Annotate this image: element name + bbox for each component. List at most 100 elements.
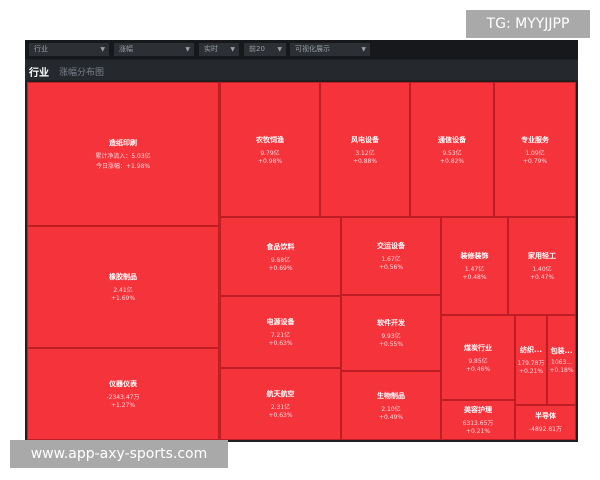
cell-name: 专业服务	[521, 135, 549, 144]
cell-name: 家用轻工	[528, 252, 556, 260]
cell-name: 生物制品	[377, 391, 405, 400]
treemap-cell[interactable]: 煤炭行业 9.85亿 +0.46%	[441, 315, 515, 400]
chevron-down-icon: ▼	[361, 46, 366, 53]
treemap-cell[interactable]: 纺织... 179.78万 +0.21%	[515, 315, 547, 405]
cell-change: +0.48%	[462, 274, 487, 281]
treemap-cell[interactable]: 橡胶制品 2.41亿 +1.69%	[27, 226, 219, 348]
chevron-down-icon: ▼	[185, 46, 190, 53]
select-value: 前20	[249, 45, 265, 53]
cell-change: +0.21%	[518, 368, 544, 375]
tab-distribution[interactable]: 涨幅分布图	[59, 68, 105, 78]
tab-bar: 行业 涨幅分布图	[25, 60, 578, 80]
cell-change: 今日涨幅：+1.98%	[95, 163, 151, 170]
toolbar: 行业 ▼ 涨幅 ▼ 实时 ▼ 前20 ▼ 可视化展示 ▼	[25, 40, 578, 59]
select-value: 实时	[204, 45, 218, 53]
cell-change: +0.98%	[257, 157, 283, 165]
cell-name: 软件开发	[377, 319, 405, 327]
watermark-top: TG: MYYJJPP	[466, 10, 590, 38]
cell-value: 2.31亿	[270, 404, 291, 411]
cell-value: 1.40亿	[532, 266, 552, 273]
cell-name: 煤炭行业	[464, 343, 492, 352]
cell-value: 2.41亿	[113, 287, 133, 294]
cell-name: 装修装饰	[460, 252, 489, 260]
treemap-cell[interactable]: 专业服务 1.09亿 +0.79%	[494, 82, 576, 217]
treemap-cell[interactable]: 通信设备 9.53亿 +0.82%	[410, 82, 494, 217]
view-select[interactable]: 可视化展示 ▼	[290, 43, 370, 56]
chevron-down-icon: ▼	[100, 46, 105, 53]
cell-change: +0.55%	[378, 341, 404, 348]
treemap-cell[interactable]: 软件开发 9.93亿 +0.55%	[341, 295, 441, 371]
cell-name: 通信设备	[438, 135, 466, 144]
treemap-cell[interactable]: 美容护理 6313.65万 +0.21%	[441, 400, 515, 440]
cell-name: 美容护理	[464, 406, 492, 414]
treemap-cell[interactable]: 造纸印刷累计净流入：5.03亿 今日涨幅：+1.98%	[27, 82, 219, 226]
category-select[interactable]: 行业 ▼	[29, 43, 109, 56]
cell-value: 9.88亿	[270, 256, 291, 264]
cell-change: +0.63%	[268, 412, 293, 419]
cell-change: +0.21%	[465, 428, 491, 435]
cell-change: +0.18%	[549, 367, 574, 374]
cell-change: +1.27%	[110, 402, 136, 409]
cell-value: 9.79亿	[260, 149, 280, 157]
cell-name: 农牧饲渔	[256, 135, 284, 144]
cell-value: -4892.81万	[529, 426, 562, 433]
cell-change: +0.56%	[378, 264, 404, 271]
cell-change: +0.49%	[378, 413, 404, 421]
cell-change: +0.47%	[529, 274, 555, 281]
cell-name: 航天航空	[266, 390, 295, 398]
cell-value: 1063...	[551, 359, 572, 366]
cell-value: -2343.47万	[106, 394, 140, 401]
cell-name: 食品饮料	[266, 242, 295, 251]
treemap-cell[interactable]: 装修装饰 1.47亿 +0.48%	[441, 217, 508, 315]
select-value: 行业	[34, 45, 48, 53]
treemap-cell[interactable]: 家用轻工 1.40亿 +0.47%	[508, 217, 576, 315]
tab-industry[interactable]: 行业	[29, 68, 49, 79]
cell-name: 半导体	[535, 412, 556, 420]
cell-value: 179.78万	[517, 360, 545, 367]
cell-value: 2.10亿	[381, 405, 401, 413]
treemap-cell[interactable]: 航天航空 2.31亿 +0.63%	[220, 368, 341, 440]
cell-change: +0.63%	[268, 340, 293, 347]
chevron-down-icon: ▼	[230, 46, 235, 53]
cell-name: 包装...	[550, 347, 573, 355]
period-select[interactable]: 实时 ▼	[199, 43, 239, 56]
cell-name: 纺织...	[520, 346, 542, 354]
treemap-cell[interactable]: 电源设备 7.21亿 +0.63%	[220, 296, 341, 368]
treemap: 造纸印刷累计净流入：5.03亿 今日涨幅：+1.98% 橡胶制品 2.41亿 +1.69…	[27, 82, 576, 440]
cell-name: 仪器仪表	[109, 380, 137, 388]
cell-change: +1.69%	[110, 295, 136, 302]
treemap-cell[interactable]: 食品饮料 9.88亿 +0.69%	[220, 217, 341, 296]
cell-name: 交运设备	[377, 242, 405, 250]
top-n-select[interactable]: 前20 ▼	[244, 43, 286, 56]
cell-value: 1.09亿	[525, 149, 545, 157]
sort-select[interactable]: 涨幅 ▼	[114, 43, 194, 56]
cell-name: 造纸印刷	[109, 139, 137, 147]
cell-value: 累计净流入：5.03亿	[95, 153, 151, 160]
cell-value: 7.21亿	[270, 332, 291, 339]
treemap-cell[interactable]: 仪器仪表 -2343.47万 +1.27%	[27, 348, 219, 440]
cell-value: 9.85亿	[468, 357, 488, 365]
cell-change: +0.88%	[352, 157, 378, 165]
cell-value: 6313.65万	[462, 420, 494, 427]
cell-value: 1.67亿	[381, 256, 401, 263]
cell-change: +0.79%	[522, 157, 548, 165]
chevron-down-icon: ▼	[277, 46, 282, 53]
cell-value: 9.93亿	[381, 333, 401, 340]
cell-value: 9.53亿	[442, 149, 462, 157]
select-value: 涨幅	[119, 45, 133, 53]
watermark-bottom: www.app-axy-sports.com	[10, 440, 228, 468]
treemap-cell[interactable]: 农牧饲渔 9.79亿 +0.98%	[220, 82, 320, 217]
cell-name: 电源设备	[266, 318, 295, 326]
cell-change: +0.69%	[268, 264, 293, 272]
cell-change: +0.82%	[439, 157, 465, 165]
treemap-cell[interactable]: 包装... 1063... +0.18%	[547, 315, 576, 405]
cell-value: 3.12亿	[355, 149, 375, 157]
treemap-cell[interactable]: 交运设备 1.67亿 +0.56%	[341, 217, 441, 295]
cell-name: 风电设备	[351, 135, 379, 144]
treemap-cell[interactable]: 风电设备 3.12亿 +0.88%	[320, 82, 410, 217]
treemap-cell[interactable]: 生物制品 2.10亿 +0.49%	[341, 371, 441, 440]
cell-name: 橡胶制品	[109, 273, 137, 281]
cell-value: 1.47亿	[464, 266, 485, 273]
cell-change: +0.46%	[465, 365, 491, 373]
treemap-cell[interactable]: 半导体 -4892.81万	[515, 405, 576, 440]
